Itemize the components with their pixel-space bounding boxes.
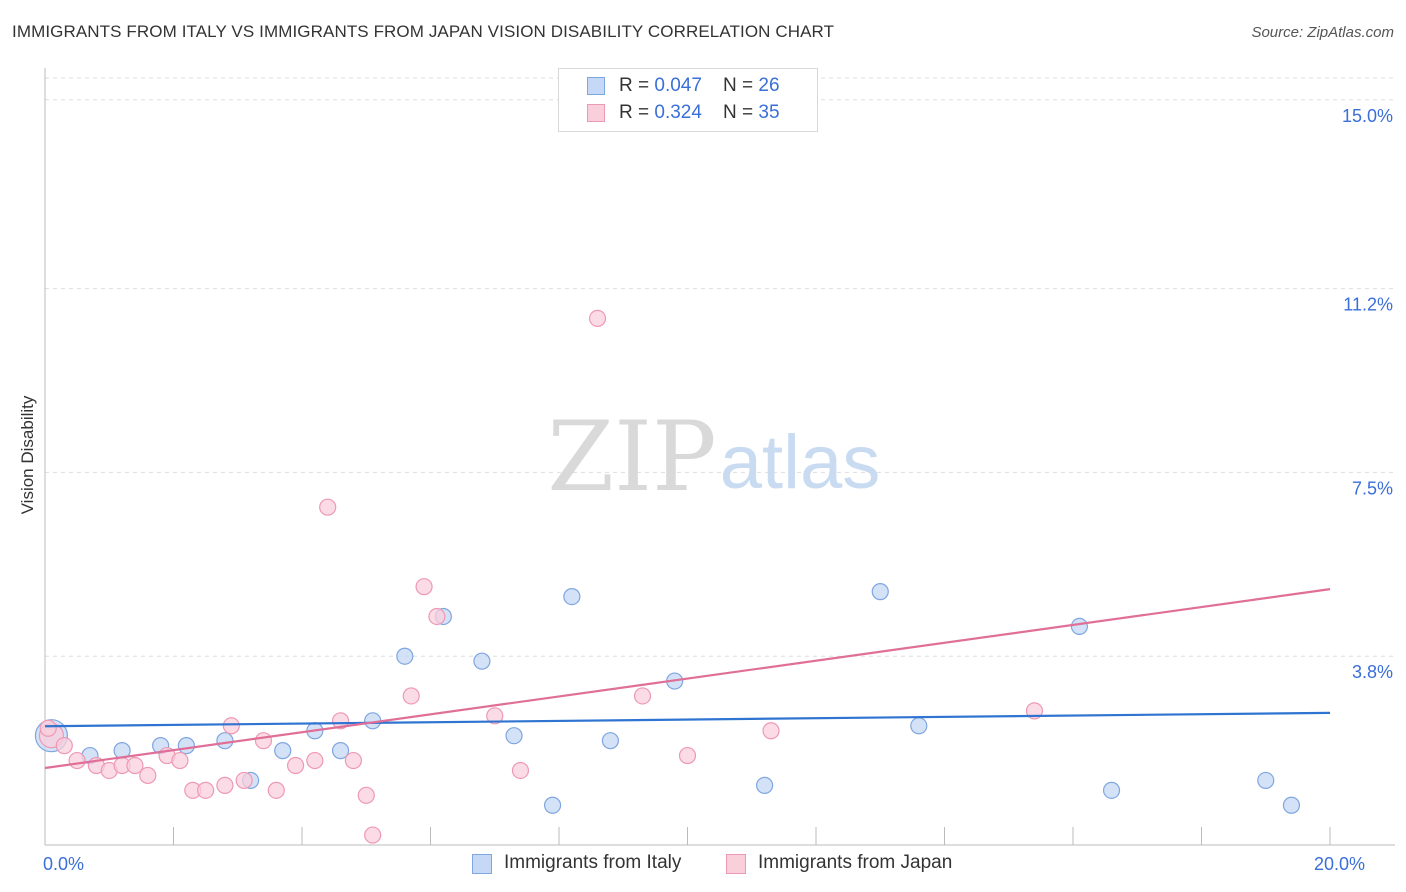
watermark: ZIP atlas — [547, 401, 880, 513]
trend-line-japan — [44, 588, 1331, 770]
legend-r-label-italy: R = — [619, 75, 655, 96]
bottom-legend-swatch-japan — [726, 854, 746, 874]
point-japan-6 — [126, 756, 144, 775]
y-tick-label-2: 11.2% — [1343, 295, 1393, 315]
point-japan-25 — [415, 578, 433, 596]
point-italy-15 — [543, 796, 562, 814]
point-italy-23 — [1102, 781, 1121, 799]
point-italy-16 — [563, 588, 581, 606]
point-japan-15 — [254, 732, 273, 750]
legend-n-label-italy: N = — [723, 75, 759, 96]
y-axis-label: Vision Disability — [18, 395, 37, 515]
bottom-legend-label-japan: Immigrants from Japan — [758, 852, 953, 873]
point-japan-16 — [267, 781, 285, 799]
bottom-legend-swatch-italy — [472, 854, 492, 874]
point-japan-30 — [633, 687, 652, 705]
point-italy-9 — [331, 742, 350, 760]
point-japan-34 — [39, 719, 57, 737]
axes — [44, 68, 1395, 846]
point-italy-19 — [755, 776, 774, 794]
point-japan-23 — [364, 826, 382, 844]
point-japan-26 — [428, 607, 446, 626]
legend-r-label-japan: R = — [619, 102, 655, 123]
legend-n-value-japan: 35 — [758, 102, 780, 123]
point-japan-9 — [171, 751, 189, 770]
point-italy-11 — [396, 647, 414, 665]
point-italy-24 — [1257, 771, 1275, 790]
point-italy-25 — [1282, 796, 1301, 814]
point-japan-12 — [216, 776, 234, 794]
bottom-legend-label-italy: Immigrants from Italy — [504, 852, 682, 873]
point-italy-20 — [871, 583, 889, 601]
point-japan-1 — [55, 737, 73, 755]
point-japan-17 — [286, 756, 305, 775]
point-japan-2 — [68, 751, 86, 770]
trend-line-italy — [44, 711, 1331, 728]
y-tick-label-1: 7.5% — [1352, 478, 1393, 498]
source-label: Source: ZipAtlas.com — [1251, 24, 1394, 41]
point-japan-21 — [344, 751, 362, 770]
point-italy-22 — [1070, 617, 1089, 636]
legend-text-italy: R = 0.047 N = 26 — [619, 75, 780, 97]
point-japan-14 — [235, 771, 253, 790]
point-italy-14 — [505, 727, 523, 745]
point-japan-31 — [678, 746, 697, 765]
legend-n-label-japan: N = — [723, 102, 759, 123]
legend-r-value-japan: 0.324 — [654, 102, 702, 123]
x-tick-label-0: 0.0% — [43, 854, 84, 874]
point-japan-11 — [197, 781, 215, 799]
x-tick-label-1: 20.0% — [1314, 854, 1365, 874]
point-italy-17 — [601, 732, 620, 750]
point-japan-7 — [139, 766, 157, 785]
chart-title: IMMIGRANTS FROM ITALY VS IMMIGRANTS FROM… — [12, 22, 835, 41]
point-japan-20 — [331, 712, 350, 730]
y-tick-label-0: 3.8% — [1352, 662, 1393, 682]
trend-lines — [44, 588, 1331, 770]
point-italy-21 — [910, 717, 928, 735]
watermark-zip: ZIP — [547, 401, 716, 513]
y-tick-label-3: 15.0% — [1342, 106, 1393, 126]
point-japan-24 — [402, 687, 420, 705]
watermark-atlas: atlas — [720, 420, 881, 505]
point-italy-13 — [473, 652, 491, 670]
correlation-legend: R = 0.047 N = 26 R = 0.324 N = 35 — [558, 68, 818, 132]
point-japan-22 — [357, 786, 375, 804]
point-japan-13 — [222, 717, 240, 735]
point-italy-7 — [274, 742, 292, 760]
legend-r-value-italy: 0.047 — [654, 75, 702, 96]
point-japan-18 — [306, 751, 324, 770]
legend-swatch-italy — [587, 77, 605, 95]
legend-swatch-japan — [587, 104, 605, 122]
tick-labels: 3.8% 7.5% 11.2% 15.0% 0.0% 20.0% — [43, 106, 1393, 874]
point-italy-5 — [216, 732, 234, 750]
grid-lines — [45, 77, 1395, 657]
data-points — [34, 309, 1301, 844]
point-japan-19 — [319, 498, 337, 516]
point-japan-27 — [486, 707, 504, 725]
legend-n-value-italy: 26 — [758, 75, 780, 96]
point-japan-32 — [762, 722, 780, 740]
point-italy-4 — [177, 737, 195, 755]
point-japan-29 — [588, 309, 607, 327]
legend-text-japan: R = 0.324 N = 35 — [619, 102, 780, 124]
point-japan-28 — [511, 761, 530, 780]
